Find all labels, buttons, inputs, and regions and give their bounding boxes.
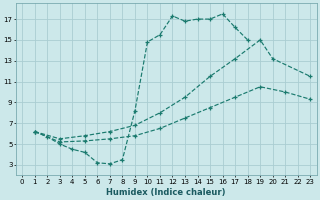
X-axis label: Humidex (Indice chaleur): Humidex (Indice chaleur) — [107, 188, 226, 197]
